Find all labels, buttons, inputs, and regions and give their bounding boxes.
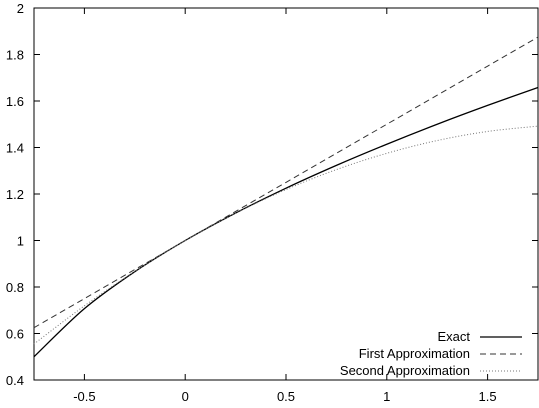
legend: Exact First Approximation Second Approxima… (340, 329, 522, 378)
x-tick-label: 1 (383, 389, 390, 404)
y-tick-label: 0.6 (6, 327, 24, 342)
x-tick-label: -0.5 (73, 389, 95, 404)
y-tick-label: 1.6 (6, 94, 24, 109)
y-tick-label: 1.8 (6, 48, 24, 63)
series-line-exact (33, 86, 539, 358)
y-tick-label: 0.4 (6, 373, 24, 388)
legend-label: Exact (437, 329, 470, 344)
y-axis-ticks: 0.4 0.6 0.8 1 1.2 1.4 1.6 1.8 2 (6, 1, 538, 388)
x-tick-label: 0.5 (277, 389, 295, 404)
y-tick-label: 0.8 (6, 280, 24, 295)
series-line-second-approximation (33, 125, 539, 345)
x-tick-label: 1.5 (479, 389, 497, 404)
y-tick-label: 1 (17, 234, 24, 249)
legend-label: First Approximation (359, 346, 470, 361)
x-tick-label: 0 (182, 389, 189, 404)
series-line-first-approximation (33, 36, 539, 329)
plot-frame (33, 7, 539, 381)
x-axis-ticks: -0.5 0 0.5 1 1.5 (73, 8, 497, 404)
legend-label: Second Approximation (340, 363, 470, 378)
y-tick-label: 1.4 (6, 141, 24, 156)
y-tick-label: 1.2 (6, 187, 24, 202)
series-lines (33, 36, 539, 358)
y-tick-label: 2 (17, 1, 24, 16)
